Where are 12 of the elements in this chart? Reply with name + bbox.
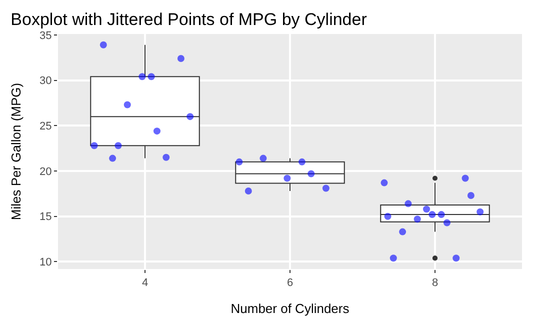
y-axis-title: Miles Per Gallon (MPG) — [8, 82, 24, 220]
x-tick-label: 8 — [432, 277, 438, 290]
y-tick-label: 15 — [40, 211, 52, 224]
y-tick-label: 25 — [40, 120, 52, 132]
y-tick-label: 10 — [40, 256, 52, 269]
y-tick-label: 20 — [40, 166, 52, 178]
y-tick-label: 35 — [40, 30, 52, 42]
y-tick-label: 30 — [40, 75, 52, 88]
x-tick-label: 6 — [286, 277, 294, 290]
x-tick-label: 4 — [142, 277, 148, 290]
chart-title: Boxplot with Jittered Points of MPG by Cylinder — [10, 10, 368, 29]
x-axis-title: Number of Cylinders — [230, 300, 350, 316]
